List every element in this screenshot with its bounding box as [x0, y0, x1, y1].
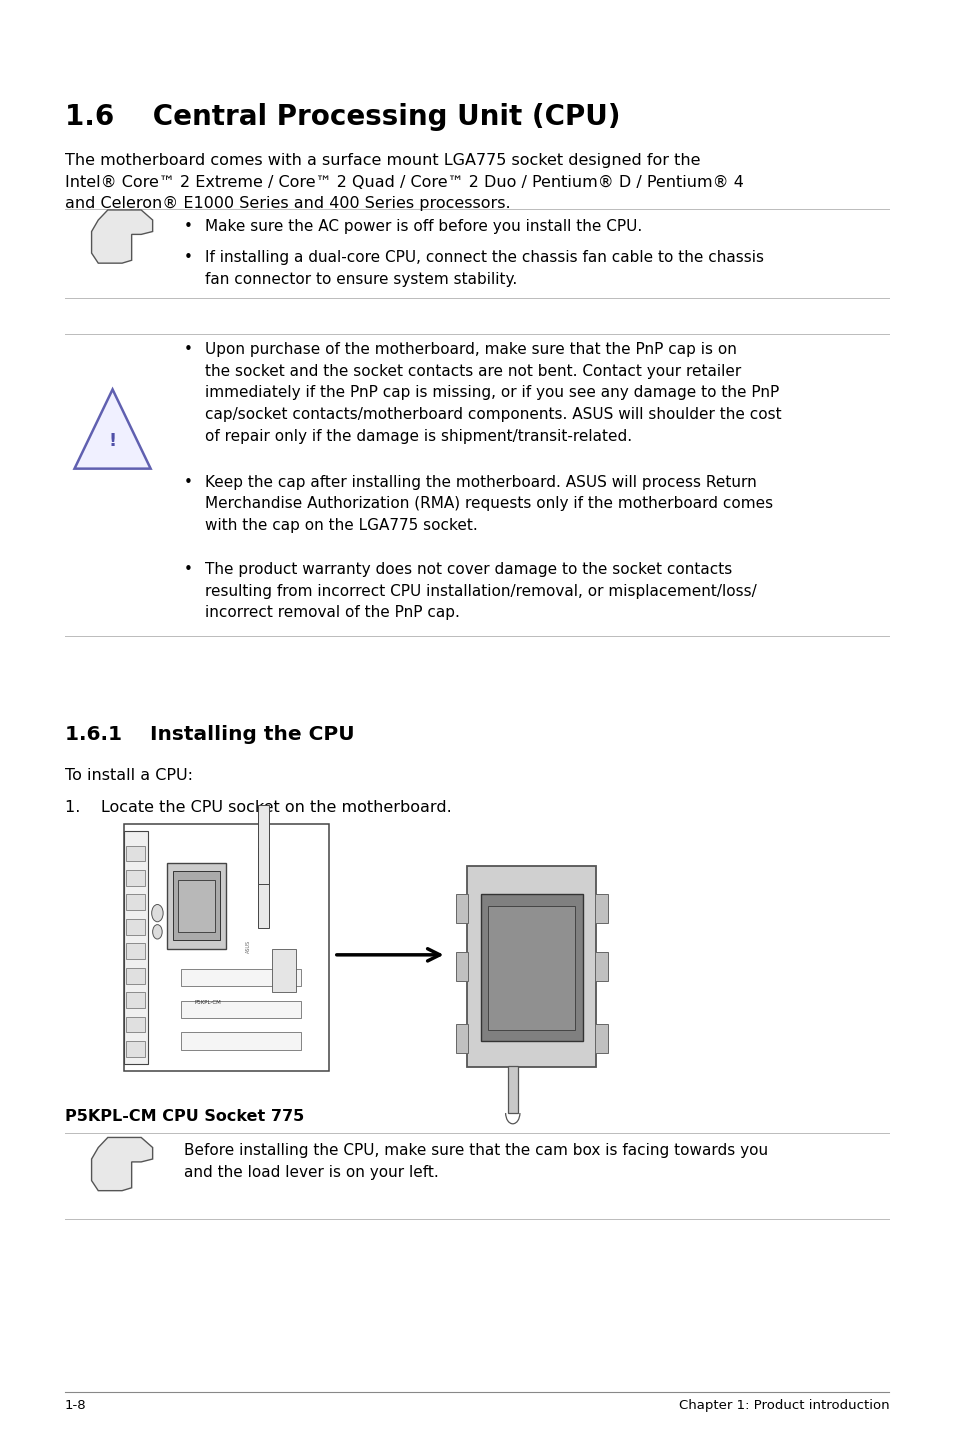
Bar — [456, 1024, 468, 1053]
Text: 1.6    Central Processing Unit (CPU): 1.6 Central Processing Unit (CPU) — [65, 104, 619, 131]
Bar — [507, 1066, 517, 1113]
Bar — [272, 949, 295, 992]
Text: If installing a dual-core CPU, connect the chassis fan cable to the chassis
fan : If installing a dual-core CPU, connect t… — [205, 250, 763, 286]
Text: To install a CPU:: To install a CPU: — [65, 768, 193, 782]
Text: •: • — [184, 475, 193, 489]
Bar — [181, 969, 300, 986]
Bar — [126, 1041, 145, 1057]
Bar — [257, 805, 269, 884]
Bar — [595, 894, 607, 923]
Text: •: • — [184, 342, 193, 357]
Text: The product warranty does not cover damage to the socket contacts
resulting from: The product warranty does not cover dama… — [205, 562, 756, 620]
Text: P5KPL-CM: P5KPL-CM — [194, 999, 221, 1005]
Circle shape — [152, 925, 162, 939]
Text: The motherboard comes with a surface mount LGA775 socket designed for the
Intel®: The motherboard comes with a surface mou… — [65, 154, 743, 211]
Text: Upon purchase of the motherboard, make sure that the PnP cap is on
the socket an: Upon purchase of the motherboard, make s… — [205, 342, 781, 444]
Circle shape — [152, 905, 163, 922]
Text: •: • — [184, 250, 193, 265]
Bar — [257, 848, 269, 928]
Text: P5KPL-CM CPU Socket 775: P5KPL-CM CPU Socket 775 — [65, 1110, 304, 1125]
Bar — [178, 880, 214, 932]
Text: Before installing the CPU, make sure that the cam box is facing towards you
and : Before installing the CPU, make sure tha… — [184, 1143, 767, 1179]
Bar — [480, 894, 582, 1041]
Bar — [172, 871, 220, 940]
Text: Keep the cap after installing the motherboard. ASUS will process Return
Merchand: Keep the cap after installing the mother… — [205, 475, 773, 532]
Bar — [181, 1001, 300, 1018]
Text: •: • — [184, 219, 193, 233]
Bar — [126, 894, 145, 910]
Bar — [126, 846, 145, 861]
Bar — [126, 992, 145, 1008]
Polygon shape — [91, 1137, 152, 1191]
Bar — [467, 866, 596, 1067]
Bar — [124, 824, 329, 1071]
Bar — [126, 1017, 145, 1032]
Bar — [488, 906, 575, 1030]
Bar — [126, 968, 145, 984]
Polygon shape — [91, 210, 152, 263]
Text: 1.    Locate the CPU socket on the motherboard.: 1. Locate the CPU socket on the motherbo… — [65, 800, 451, 814]
Bar — [456, 894, 468, 923]
Bar — [124, 831, 148, 1064]
Polygon shape — [74, 390, 151, 469]
Bar — [126, 870, 145, 886]
Text: 1.6.1    Installing the CPU: 1.6.1 Installing the CPU — [65, 725, 355, 743]
Bar — [595, 1024, 607, 1053]
Text: 1-8: 1-8 — [65, 1399, 87, 1412]
Bar — [126, 919, 145, 935]
Bar — [181, 1032, 300, 1050]
Bar — [595, 952, 607, 981]
Bar — [126, 943, 145, 959]
Bar — [167, 863, 226, 949]
Text: !: ! — [109, 433, 116, 450]
Text: Make sure the AC power is off before you install the CPU.: Make sure the AC power is off before you… — [205, 219, 641, 233]
Text: ASUS: ASUS — [245, 939, 251, 953]
Bar — [456, 952, 468, 981]
Text: •: • — [184, 562, 193, 577]
Text: Chapter 1: Product introduction: Chapter 1: Product introduction — [678, 1399, 888, 1412]
